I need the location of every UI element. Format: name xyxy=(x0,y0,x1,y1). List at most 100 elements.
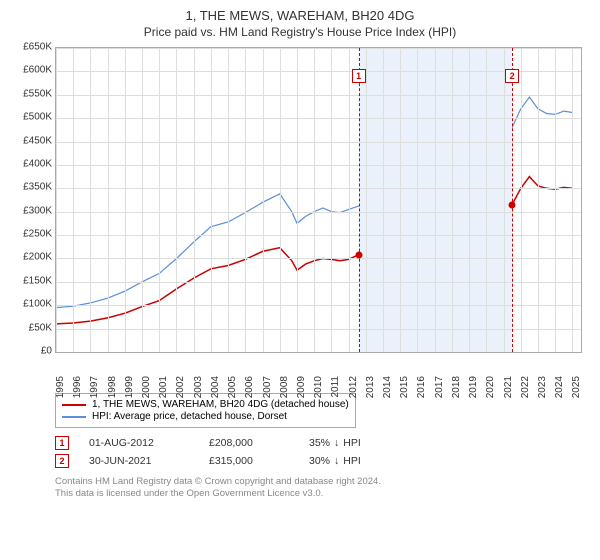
grid-line-v xyxy=(521,48,522,352)
transaction-marker-badge: 1 xyxy=(352,69,366,83)
legend-swatch-hpi xyxy=(62,416,86,418)
grid-line-v xyxy=(211,48,212,352)
x-axis-tick-label: 2005 xyxy=(227,376,238,398)
plot-wrap: 12 £0£50K£100K£150K£200K£250K£300K£350K£… xyxy=(10,47,590,387)
x-axis-tick-label: 2017 xyxy=(434,376,445,398)
transaction-pct: 35%↓HPI xyxy=(309,437,419,449)
y-axis-tick-label: £600K xyxy=(10,65,52,76)
transaction-date: 30-JUN-2021 xyxy=(89,455,189,467)
grid-line-v xyxy=(159,48,160,352)
grid-line-h xyxy=(56,142,581,143)
transaction-price: £208,000 xyxy=(209,437,289,449)
grid-line-h xyxy=(56,71,581,72)
legend-row-hpi: HPI: Average price, detached house, Dors… xyxy=(62,411,349,422)
x-axis-tick-label: 1998 xyxy=(107,376,118,398)
grid-line-h xyxy=(56,329,581,330)
y-axis-tick-label: £50K xyxy=(10,322,52,333)
x-axis-tick-label: 2012 xyxy=(348,376,359,398)
x-axis-tick-label: 2014 xyxy=(382,376,393,398)
chart-plot-area: 12 xyxy=(55,47,582,353)
grid-line-v xyxy=(73,48,74,352)
grid-line-v xyxy=(108,48,109,352)
y-axis-tick-label: £650K xyxy=(10,42,52,53)
transaction-marker-line xyxy=(359,48,360,352)
legend-row-property: 1, THE MEWS, WAREHAM, BH20 4DG (detached… xyxy=(62,399,349,410)
grid-line-v xyxy=(572,48,573,352)
transaction-row: 230-JUN-2021£315,00030%↓HPI xyxy=(55,454,590,468)
grid-line-v xyxy=(176,48,177,352)
grid-line-v xyxy=(366,48,367,352)
grid-line-h xyxy=(56,212,581,213)
title-sub: Price paid vs. HM Land Registry's House … xyxy=(10,25,590,39)
transaction-row: 101-AUG-2012£208,00035%↓HPI xyxy=(55,436,590,450)
title-area: 1, THE MEWS, WAREHAM, BH20 4DG Price pai… xyxy=(10,8,590,39)
grid-line-v xyxy=(90,48,91,352)
chart-container: 1, THE MEWS, WAREHAM, BH20 4DG Price pai… xyxy=(0,0,600,560)
grid-line-v xyxy=(417,48,418,352)
x-axis-tick-label: 2002 xyxy=(175,376,186,398)
transaction-row-badge: 1 xyxy=(55,436,69,450)
x-axis-tick-label: 2022 xyxy=(520,376,531,398)
x-axis-tick-label: 2015 xyxy=(399,376,410,398)
grid-line-v xyxy=(280,48,281,352)
x-axis-tick-label: 2024 xyxy=(554,376,565,398)
y-axis-tick-label: £100K xyxy=(10,299,52,310)
grid-line-v xyxy=(263,48,264,352)
grid-line-v xyxy=(555,48,556,352)
x-axis-tick-label: 2003 xyxy=(193,376,204,398)
down-arrow-icon: ↓ xyxy=(334,437,339,449)
y-axis-tick-label: £450K xyxy=(10,135,52,146)
x-axis-tick-label: 2006 xyxy=(244,376,255,398)
legend-swatch-property xyxy=(62,404,86,406)
attribution-line-1: Contains HM Land Registry data © Crown c… xyxy=(55,476,590,488)
y-axis-tick-label: £300K xyxy=(10,205,52,216)
x-axis-tick-label: 2025 xyxy=(571,376,582,398)
x-axis-tick-label: 2021 xyxy=(503,376,514,398)
x-axis-tick-label: 1997 xyxy=(89,376,100,398)
grid-line-h xyxy=(56,282,581,283)
grid-line-v xyxy=(245,48,246,352)
x-axis-tick-label: 2001 xyxy=(158,376,169,398)
attribution-line-2: This data is licensed under the Open Gov… xyxy=(55,488,590,500)
grid-line-h xyxy=(56,165,581,166)
grid-line-v xyxy=(194,48,195,352)
grid-line-h xyxy=(56,95,581,96)
grid-line-v xyxy=(452,48,453,352)
transaction-point xyxy=(509,201,516,208)
x-axis-tick-label: 2004 xyxy=(210,376,221,398)
legend-label-hpi: HPI: Average price, detached house, Dors… xyxy=(92,411,287,422)
x-axis-tick-label: 1999 xyxy=(124,376,135,398)
grid-line-v xyxy=(331,48,332,352)
grid-line-h xyxy=(56,188,581,189)
x-axis-tick-label: 2016 xyxy=(416,376,427,398)
y-axis-tick-label: £350K xyxy=(10,182,52,193)
grid-line-v xyxy=(142,48,143,352)
transaction-pct: 30%↓HPI xyxy=(309,455,419,467)
x-axis-tick-label: 2020 xyxy=(485,376,496,398)
legend-label-property: 1, THE MEWS, WAREHAM, BH20 4DG (detached… xyxy=(92,399,349,410)
x-axis-tick-label: 2008 xyxy=(279,376,290,398)
attribution: Contains HM Land Registry data © Crown c… xyxy=(55,476,590,501)
grid-line-h xyxy=(56,305,581,306)
grid-line-v xyxy=(435,48,436,352)
x-axis-tick-label: 2000 xyxy=(141,376,152,398)
grid-line-v xyxy=(383,48,384,352)
x-axis-tick-label: 2023 xyxy=(537,376,548,398)
x-axis-tick-label: 2007 xyxy=(262,376,273,398)
y-axis-tick-label: £150K xyxy=(10,275,52,286)
x-axis-tick-label: 1995 xyxy=(55,376,66,398)
down-arrow-icon: ↓ xyxy=(334,455,339,467)
transaction-point xyxy=(355,251,362,258)
y-axis-tick-label: £550K xyxy=(10,88,52,99)
grid-line-v xyxy=(469,48,470,352)
grid-line-h xyxy=(56,118,581,119)
grid-line-v xyxy=(56,48,57,352)
grid-line-v xyxy=(297,48,298,352)
transaction-marker-line xyxy=(512,48,513,352)
transaction-price: £315,000 xyxy=(209,455,289,467)
x-axis-tick-label: 2009 xyxy=(296,376,307,398)
grid-line-v xyxy=(349,48,350,352)
grid-line-h xyxy=(56,258,581,259)
grid-line-v xyxy=(538,48,539,352)
grid-line-v xyxy=(228,48,229,352)
